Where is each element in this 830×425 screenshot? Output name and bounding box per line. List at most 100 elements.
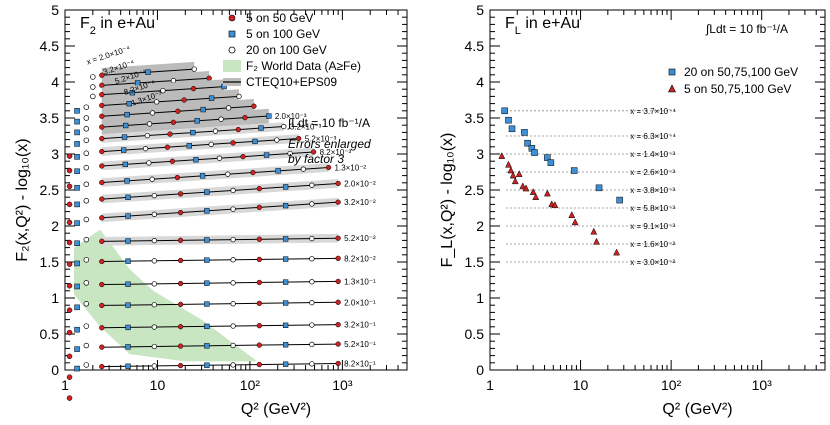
data-point-20on100 [151,343,157,350]
world-data-band [73,229,258,362]
y-tick-label: 4 [51,74,59,90]
data-point-5on50 [99,363,105,370]
data-point-20on100 [218,116,224,122]
data-point-5on50 [335,321,341,328]
data-point-5on50 [256,204,263,211]
data-point-5on100 [258,125,264,131]
y-tick-label: 4.5 [40,38,60,54]
fl-data-point-5on [509,171,517,179]
data-point-20on100 [236,93,242,100]
data-point-20on100 [83,104,90,110]
fl-data-point-5on [590,227,598,235]
data-point-5on100 [126,101,132,107]
data-point-5on100 [74,283,80,290]
data-point-20on100 [151,238,157,244]
x-axis-title: Q² (GeV²) [662,401,732,418]
theory-line [101,201,339,219]
x-bin-label: 5.2×10⁻³ [305,135,337,144]
data-point-20on100 [309,322,315,328]
data-point-5on50 [99,258,105,265]
legend-marker [668,68,676,76]
data-point-20on100 [208,141,214,147]
bin-label: x = 6.3×10⁻⁴ [630,132,676,141]
data-point-5on100 [124,178,130,184]
data-point-20on100 [83,216,90,223]
data-point-5on50 [99,325,105,331]
theory-line [101,115,269,128]
theory-line [101,237,339,242]
data-point-5on100 [125,302,131,308]
legend-label: 5 on 50,75,100 GeV [684,82,791,96]
theory-line [101,363,339,368]
x-tick-label: 10 [573,377,589,393]
data-point-5on50 [66,201,73,208]
y-tick-label: 1 [51,290,59,306]
x-tick-label: 10² [240,377,261,393]
data-point-5on50 [66,239,73,246]
data-point-5on50 [99,238,105,245]
legend-label: 20 on 50,75,100 GeV [684,65,798,79]
data-point-20on100 [309,279,315,285]
data-point-5on50 [250,169,256,176]
fl-data-point-5on [511,177,519,185]
data-point-5on100 [129,90,136,96]
data-point-20on100 [230,362,236,368]
data-point-20on100 [309,182,315,188]
y-axis-title: F_L(x,Q²) - log₁₀(x) [439,133,456,268]
data-point-5on100 [121,134,128,140]
legend-label: CTEQ10+EPS09 [246,75,337,89]
data-point-5on50 [177,280,184,287]
data-point-5on100 [282,300,289,306]
y-tick-label: 3 [476,146,484,162]
data-point-5on100 [74,220,80,226]
data-point-5on50 [256,323,263,329]
data-point-20on100 [83,236,90,243]
data-point-20on100 [230,280,236,286]
data-point-5on50 [235,126,241,133]
data-point-20on100 [274,137,280,143]
data-point-5on50 [335,299,341,305]
theory-line [101,343,339,348]
data-point-5on50 [335,199,341,205]
data-point-20on100 [216,155,223,161]
data-point-5on100 [74,365,80,372]
fl-data-point-20on [616,196,623,204]
data-point-20on100 [146,121,153,127]
data-point-5on50 [175,108,181,114]
data-point-20on100 [83,280,90,286]
data-point-20on100 [287,150,293,157]
data-point-20on100 [142,146,149,152]
data-point-5on50 [99,281,105,288]
data-point-5on100 [74,346,80,352]
data-point-5on100 [275,168,281,174]
data-point-20on100 [151,363,157,369]
data-point-5on50 [66,153,73,159]
panel-title: F2 in e+Au [80,15,155,37]
y-tick-label: 2 [476,218,484,234]
y-tick-label: 1 [476,290,484,306]
fl-data-point-20on [524,139,531,147]
data-point-5on100 [282,202,289,209]
data-point-5on100 [204,323,210,330]
data-point-5on50 [177,343,184,349]
data-point-20on100 [309,361,315,367]
data-point-5on100 [74,260,80,267]
y-tick-label: 4.5 [465,38,485,54]
data-point-5on50 [256,300,263,306]
data-point-5on50 [177,191,184,197]
data-point-20on100 [230,187,236,194]
data-point-5on100 [125,281,131,287]
panel-title: FL in e+Au [505,15,580,37]
x-tick-label: 1 [486,377,494,393]
data-point-5on100 [282,256,289,262]
fl-data-point-5on [613,248,621,256]
data-point-20on100 [83,198,90,204]
data-point-5on50 [251,103,257,109]
data-point-20on100 [309,341,315,348]
fl-data-point-5on [515,170,523,177]
data-point-5on50 [99,135,105,142]
x-axis-title: Q² (GeV²) [241,401,311,418]
data-point-20on100 [309,256,315,262]
fl-data-point-5on [522,184,530,192]
